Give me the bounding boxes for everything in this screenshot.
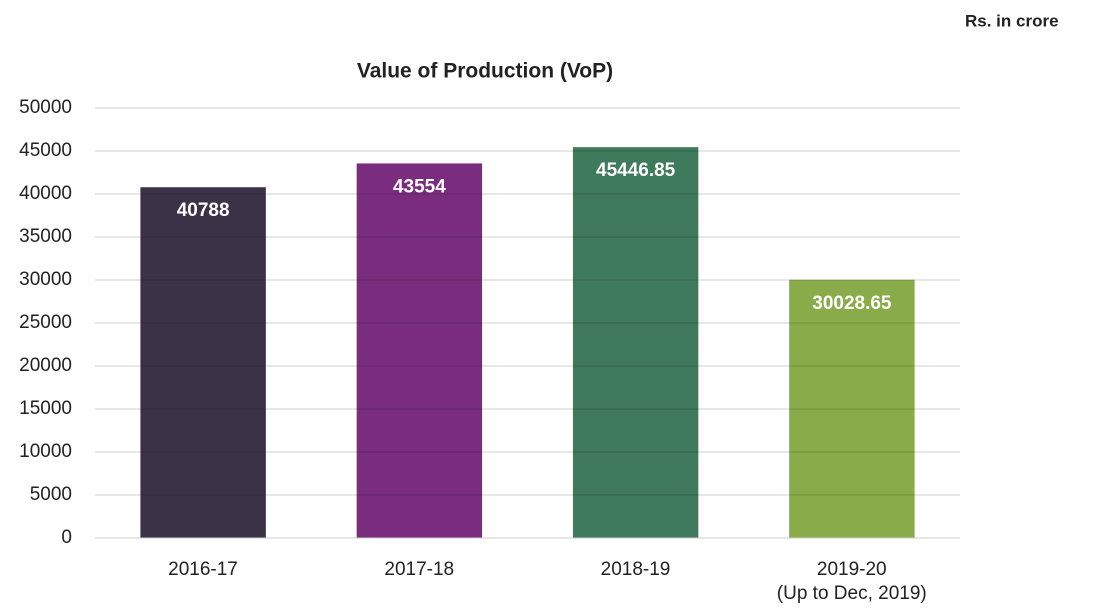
value-label: 40788 xyxy=(177,200,230,221)
x-tick-label: 2018-19 xyxy=(600,559,671,580)
x-tick-label: 2016-17 xyxy=(168,559,238,580)
value-label: 45446.85 xyxy=(596,160,676,181)
y-tick-label: 5000 xyxy=(30,484,72,505)
bar xyxy=(356,163,483,538)
value-label: 43554 xyxy=(393,176,446,197)
y-tick-label: 30000 xyxy=(19,269,72,290)
value-label: 30028.65 xyxy=(812,293,892,314)
y-tick-label: 20000 xyxy=(19,355,72,376)
y-tick-label: 35000 xyxy=(19,226,72,247)
y-tick-label: 40000 xyxy=(19,183,72,204)
y-tick-label: 50000 xyxy=(19,97,72,118)
y-tick-label: 15000 xyxy=(19,398,72,419)
chart-title: Value of Production (VoP) xyxy=(357,60,613,83)
y-tick-label: 45000 xyxy=(19,140,72,161)
y-tick-label: 25000 xyxy=(19,312,72,333)
y-tick-label: 10000 xyxy=(19,441,72,462)
bar xyxy=(140,187,266,538)
bar xyxy=(789,279,915,538)
x-tick-label: 2019-20 (Up to Dec, 2019) xyxy=(776,559,927,604)
y-tick-label: 0 xyxy=(61,527,72,548)
x-tick-label: 2017-18 xyxy=(384,559,455,580)
bar xyxy=(572,147,699,538)
unit-note: Rs. in crore xyxy=(965,11,1059,30)
